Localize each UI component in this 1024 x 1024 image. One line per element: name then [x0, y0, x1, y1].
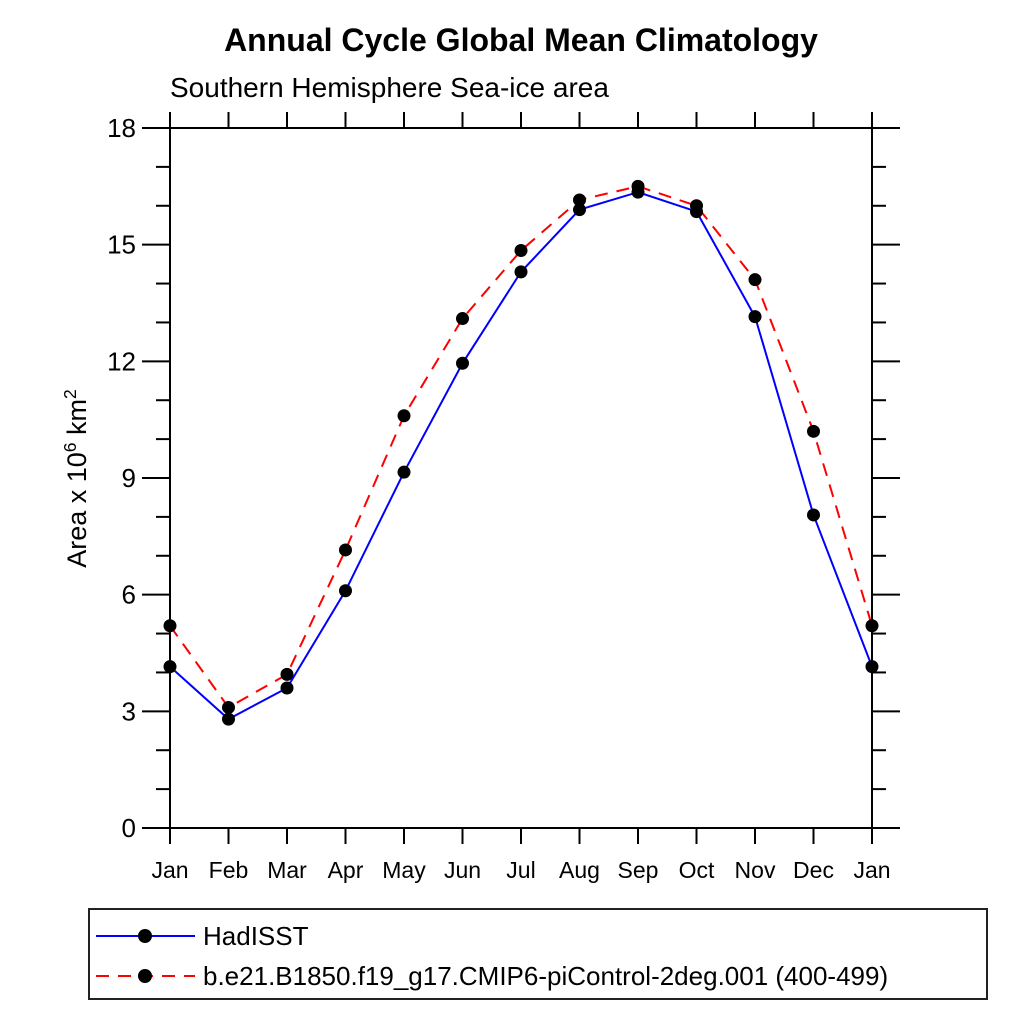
x-tick-label: Feb	[209, 857, 249, 883]
x-tick-label: Oct	[679, 857, 715, 883]
data-point-marker-1	[280, 667, 294, 681]
data-point-marker-1	[690, 199, 703, 213]
x-tick-label: Jan	[853, 857, 890, 883]
x-tick-label: Sep	[618, 857, 659, 883]
chart-title: Annual Cycle Global Mean Climatology	[224, 22, 818, 58]
y-tick-label: 0	[122, 813, 136, 843]
data-point-marker-1	[631, 179, 645, 193]
legend-box: HadISST b.e21.B1850.f19_g17.CMIP6-piCont…	[88, 908, 988, 1000]
data-point-marker-0	[807, 508, 820, 522]
y-tick-label: 15	[107, 230, 136, 260]
plot-frame	[169, 127, 873, 829]
x-tick-label: Mar	[267, 857, 307, 883]
y-tick-label: 3	[122, 696, 136, 726]
data-point-marker-1	[397, 409, 411, 423]
data-point-marker-1	[163, 619, 177, 633]
x-tick-label: Dec	[793, 857, 834, 883]
x-tick-label: Nov	[735, 857, 776, 883]
data-point-marker-0	[865, 660, 879, 674]
series-line-1	[169, 185, 873, 709]
data-point-marker-1	[807, 424, 820, 438]
x-tick-label: Apr	[328, 857, 364, 883]
data-point-marker-1	[573, 193, 586, 207]
x-tick-label: May	[382, 857, 426, 883]
y-tick-label: 9	[122, 463, 136, 493]
legend-marker-dot-icon	[138, 929, 152, 943]
data-point-marker-1	[865, 619, 879, 633]
legend-item-model: b.e21.B1850.f19_g17.CMIP6-piControl-2deg…	[94, 956, 986, 996]
y-tick-label: 18	[107, 113, 136, 143]
legend-line-dashed-icon	[96, 969, 195, 983]
data-point-marker-1	[222, 700, 235, 714]
data-point-marker-0	[163, 660, 177, 674]
data-point-marker-0	[456, 356, 469, 370]
legend-line-solid-icon	[96, 929, 195, 943]
data-point-marker-1	[456, 312, 469, 326]
data-point-marker-0	[222, 712, 235, 726]
data-point-marker-1	[514, 244, 528, 257]
data-point-marker-0	[397, 465, 411, 479]
y-tick-label: 6	[122, 580, 136, 610]
legend-label-model: b.e21.B1850.f19_g17.CMIP6-piControl-2deg…	[203, 960, 889, 991]
data-point-marker-0	[514, 265, 528, 279]
data-point-marker-0	[573, 203, 586, 217]
data-point-marker-1	[748, 273, 762, 287]
legend-item-hadisst: HadISST	[94, 916, 986, 956]
y-tick-label: 12	[107, 346, 136, 376]
chart-subtitle: Southern Hemisphere Sea-ice area	[170, 72, 609, 103]
data-point-marker-1	[339, 543, 352, 557]
data-point-marker-0	[280, 681, 294, 695]
data-point-marker-0	[748, 310, 762, 324]
x-tick-label: Jul	[506, 857, 535, 883]
legend-marker-dot-icon	[138, 969, 152, 983]
legend-label-hadisst: HadISST	[203, 920, 309, 951]
data-point-marker-0	[339, 584, 352, 598]
x-tick-label: Jun	[444, 857, 481, 883]
x-tick-label: Jan	[151, 857, 188, 883]
x-tick-label: Aug	[559, 857, 600, 883]
